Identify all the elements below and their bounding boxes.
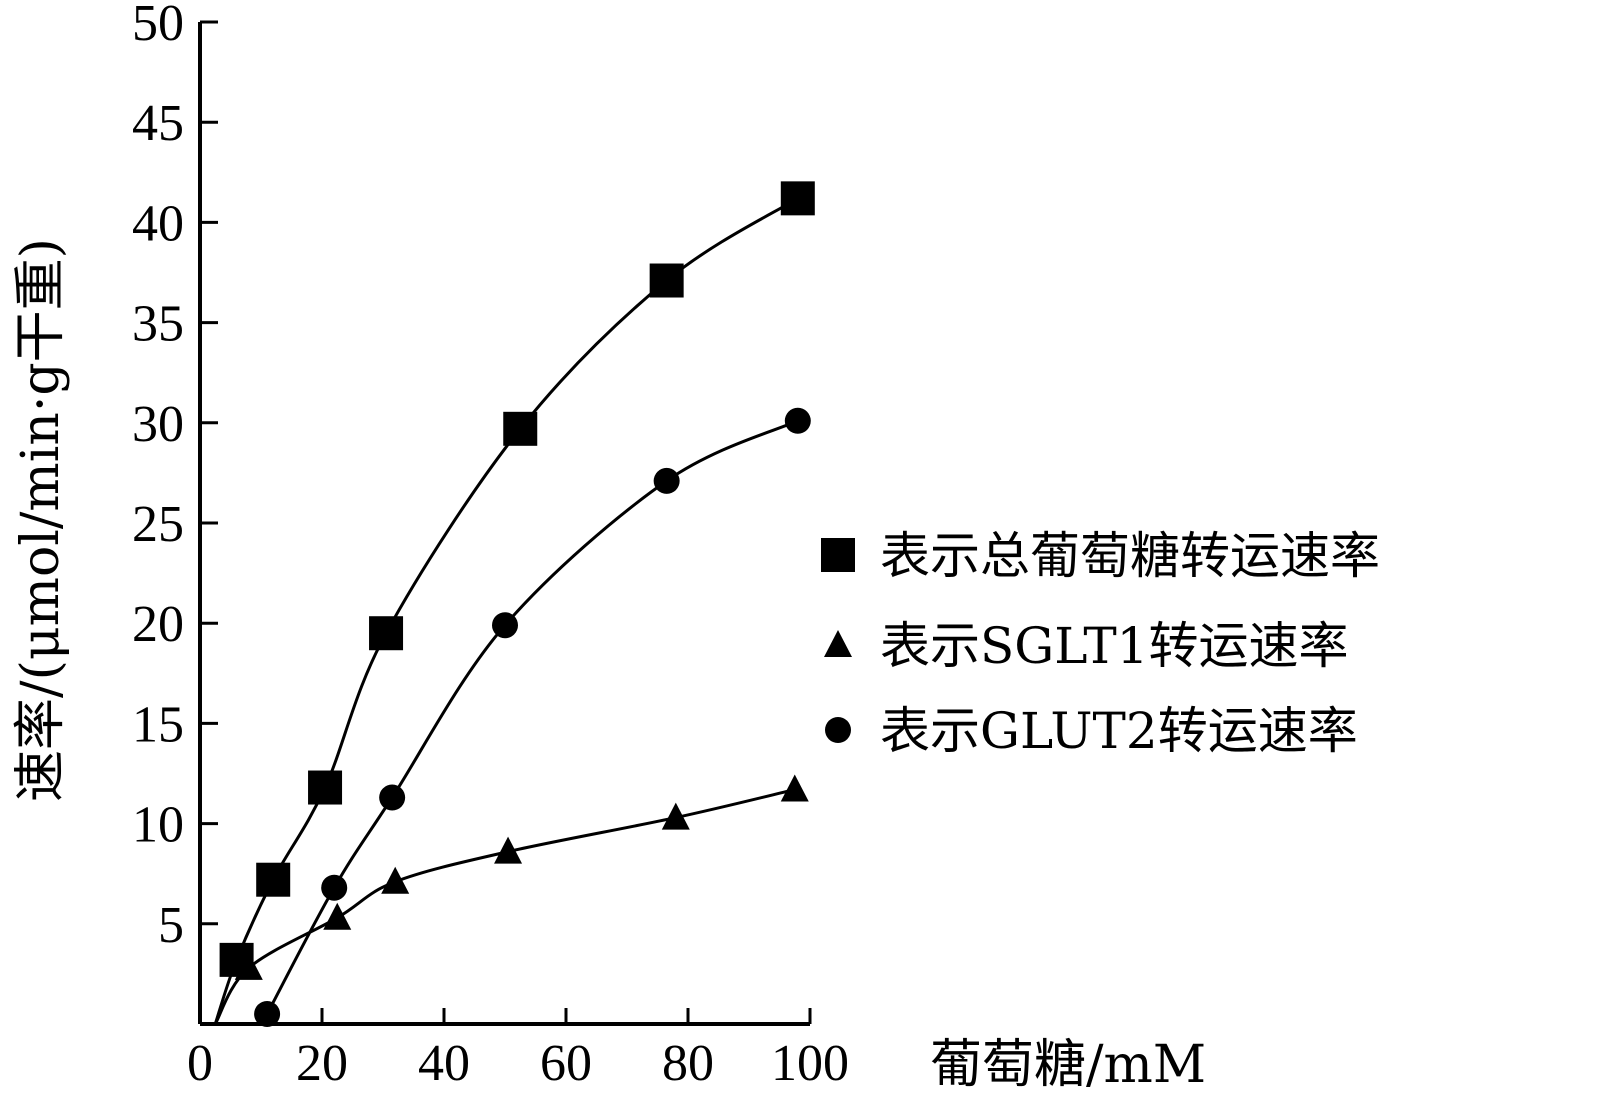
data-point-square — [369, 616, 404, 651]
data-point-square — [308, 770, 343, 805]
legend-label: 表示SGLT1转运速率 — [880, 617, 1348, 675]
y-tick-label: 5 — [158, 897, 184, 954]
data-point-circle — [492, 612, 518, 639]
y-tick-label: 30 — [132, 396, 184, 453]
x-axis-title: 葡萄糖/mM — [930, 1035, 1206, 1095]
legend-label: 表示GLUT2转运速率 — [880, 702, 1358, 760]
data-point-circle — [379, 784, 406, 811]
series-curves — [213, 197, 799, 1025]
data-point-circle — [784, 407, 811, 434]
legend-label: 表示总葡萄糖转运速率 — [880, 527, 1380, 585]
x-tick-label: 0 — [187, 1035, 213, 1092]
y-tick-label: 50 — [132, 0, 184, 52]
x-tick-label: 40 — [418, 1035, 470, 1092]
data-point-triangle — [323, 902, 352, 930]
y-tick-label: 25 — [132, 496, 184, 553]
x-tick-label: 100 — [771, 1035, 849, 1092]
data-point-triangle — [780, 774, 809, 802]
y-tick-label: 45 — [132, 95, 184, 152]
legend-marker-square — [821, 538, 855, 572]
series-line-square — [213, 197, 799, 1025]
y-tick-label: 35 — [132, 296, 184, 353]
data-point-triangle — [661, 802, 690, 830]
data-point-triangle — [234, 952, 263, 980]
data-point-circle — [254, 1000, 281, 1027]
x-tick-label: 20 — [296, 1035, 348, 1092]
axes: 0 20 40 60 80 100 5 10 15 20 25 30 35 40 45 50 — [132, 0, 849, 1092]
data-point-square — [256, 862, 291, 897]
x-tick-label: 80 — [662, 1035, 714, 1092]
data-point-circle — [653, 467, 680, 494]
y-tick-label: 20 — [132, 596, 184, 653]
legend-marker-circle — [825, 717, 851, 743]
data-point-triangle — [381, 866, 410, 894]
data-point-square — [503, 411, 538, 446]
y-axis-title: 速率/(μmol/min·g干重) — [11, 238, 71, 802]
series-markers — [219, 181, 815, 1027]
y-tick-label: 40 — [132, 195, 184, 252]
y-tick-label: 10 — [132, 797, 184, 854]
data-point-triangle — [494, 836, 523, 864]
series-line-triangle — [213, 788, 796, 1025]
data-point-square — [780, 181, 815, 216]
data-point-circle — [321, 874, 348, 901]
data-point-square — [649, 263, 684, 298]
x-tick-label: 60 — [540, 1035, 592, 1092]
y-tick-label: 15 — [132, 696, 184, 753]
legend-marker-triangle — [824, 630, 852, 657]
